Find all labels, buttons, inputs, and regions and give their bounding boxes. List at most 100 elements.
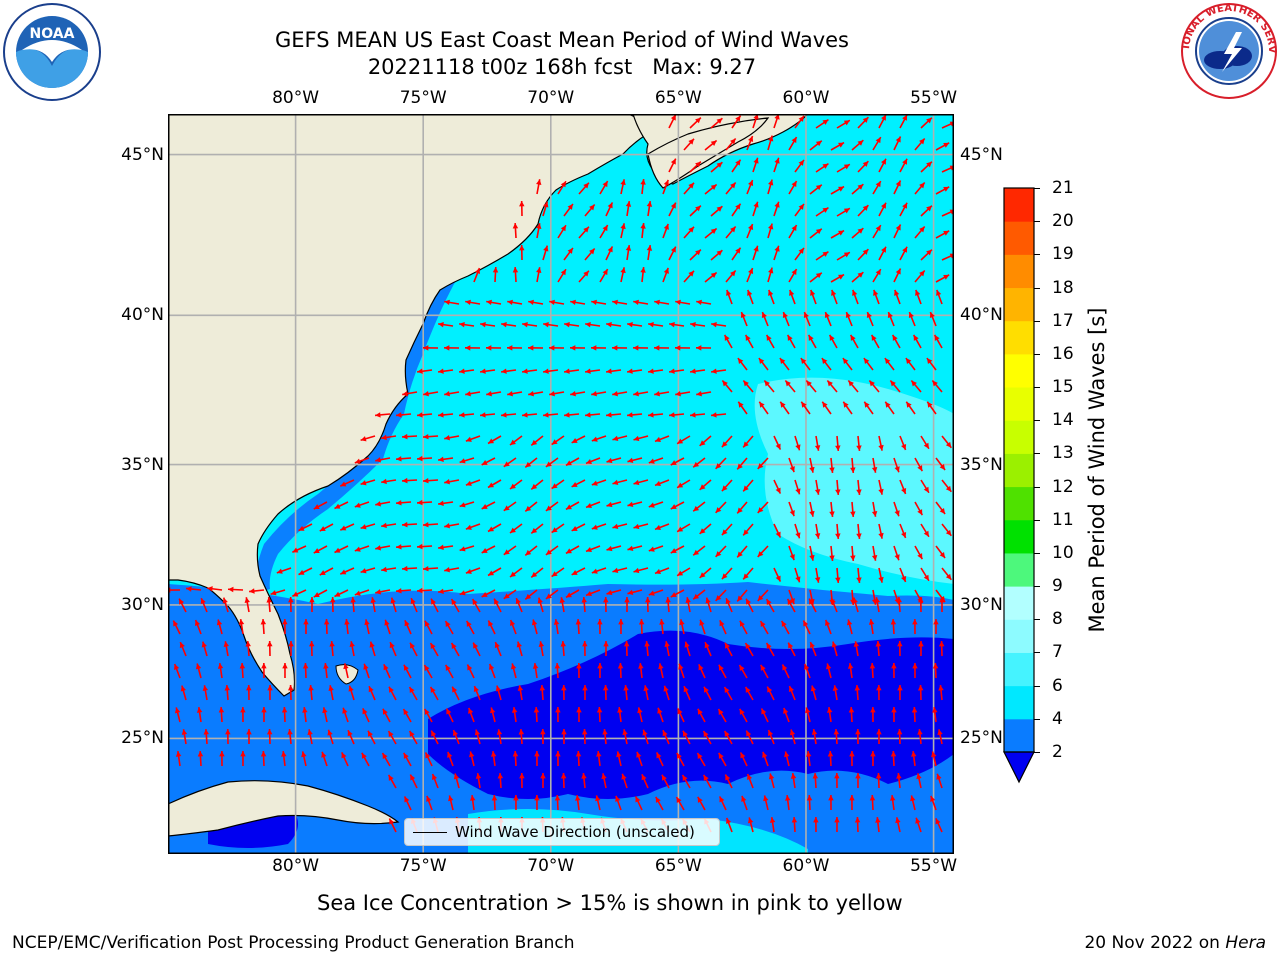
wave-direction-arrow: [503, 457, 517, 468]
wave-direction-arrow: [835, 523, 841, 540]
latitude-tick-label-left: 40°N: [121, 305, 164, 326]
wave-direction-arrow: [227, 586, 244, 593]
wave-direction-arrow: [465, 390, 481, 397]
colorbar-tick-mark: [1034, 685, 1040, 687]
wave-direction-arrow: [395, 412, 412, 418]
wave-direction-arrow: [767, 267, 774, 283]
wave-direction-arrow: [362, 708, 370, 723]
wave-direction-arrow: [219, 750, 225, 767]
wave-direction-arrow: [444, 390, 460, 397]
wave-direction-arrow: [914, 182, 926, 195]
wave-direction-arrow: [248, 588, 265, 594]
wave-direction-arrow: [868, 619, 875, 635]
wave-direction-arrow: [578, 182, 590, 195]
wave-direction-arrow: [871, 501, 878, 517]
wave-direction-arrow: [450, 642, 460, 657]
wave-direction-arrow: [207, 586, 223, 592]
longitude-tick-label: 60°W: [782, 856, 830, 876]
wave-direction-arrow: [897, 684, 903, 701]
wave-direction-arrow: [808, 598, 817, 613]
wave-direction-arrow: [309, 596, 315, 613]
wave-direction-arrow: [361, 752, 370, 767]
wave-direction-arrow: [938, 640, 945, 657]
wave-direction-arrow: [831, 641, 838, 657]
wave-direction-arrow: [804, 663, 811, 679]
wave-direction-arrow: [848, 706, 855, 723]
wave-direction-arrow: [899, 202, 908, 217]
wave-direction-arrow: [826, 379, 838, 393]
wave-direction-arrow: [893, 501, 900, 517]
wave-direction-arrow: [814, 523, 821, 539]
wave-direction-arrow: [914, 545, 923, 560]
wave-direction-arrow: [308, 684, 314, 701]
wave-direction-arrow: [172, 620, 181, 635]
wave-direction-arrow: [920, 117, 933, 129]
wave-direction-arrow: [739, 620, 748, 635]
wave-direction-arrow: [769, 817, 776, 833]
wave-direction-arrow: [465, 299, 481, 306]
wave-direction-arrow: [938, 684, 944, 701]
wave-direction-arrow: [606, 321, 622, 328]
wave-direction-arrow: [779, 401, 790, 415]
wave-direction-arrow: [893, 136, 902, 151]
longitude-tick-label: 70°W: [527, 856, 575, 876]
nws-logo: NATIONAL WEATHER SERVICE: [1176, 0, 1278, 100]
wave-direction-arrow: [368, 685, 376, 701]
wave-direction-arrow: [537, 597, 544, 613]
wave-direction-arrow: [591, 523, 607, 530]
wave-direction-arrow: [654, 523, 670, 531]
wave-direction-arrow: [480, 321, 496, 328]
wave-direction-arrow: [648, 368, 664, 374]
wave-direction-arrow: [422, 521, 439, 528]
wave-direction-arrow: [375, 589, 391, 595]
wave-direction-arrow: [723, 730, 733, 745]
wave-direction-arrow: [854, 816, 861, 833]
wave-direction-arrow: [747, 289, 754, 305]
wave-direction-arrow: [830, 229, 845, 239]
wave-direction-arrow: [266, 728, 273, 745]
wave-direction-arrow: [360, 523, 376, 530]
wave-direction-arrow: [543, 368, 559, 374]
wave-direction-arrow: [459, 368, 475, 374]
wave-direction-arrow: [627, 545, 643, 552]
wave-direction-arrow: [737, 401, 748, 415]
wave-direction-arrow: [699, 619, 706, 635]
wave-direction-arrow: [914, 270, 926, 283]
wave-direction-arrow: [870, 334, 880, 349]
wave-direction-arrow: [471, 598, 481, 613]
wave-direction-arrow: [742, 567, 754, 580]
wave-direction-arrow: [618, 618, 624, 635]
wave-direction-arrow: [863, 401, 874, 415]
wave-direction-arrow: [663, 685, 670, 701]
wave-direction-arrow: [512, 750, 519, 767]
wave-direction-arrow: [810, 685, 817, 701]
wave-direction-arrow: [539, 684, 545, 701]
wave-direction-arrow: [522, 368, 538, 374]
wave-direction-arrow: [896, 773, 902, 789]
wave-direction-arrow: [490, 751, 497, 767]
wave-direction-arrow: [321, 751, 328, 767]
wave-direction-arrow: [606, 368, 622, 374]
wave-direction-arrow: [565, 545, 580, 555]
wave-direction-arrow: [752, 201, 759, 217]
wave-direction-arrow: [437, 412, 454, 418]
wave-direction-arrow: [726, 289, 733, 305]
wave-direction-arrow: [438, 500, 454, 507]
wave-direction-arrow: [403, 796, 412, 811]
wave-direction-arrow: [627, 457, 643, 464]
wave-direction-arrow: [851, 227, 864, 239]
wave-direction-arrow: [814, 567, 821, 583]
wave-direction-arrow: [765, 642, 775, 657]
wave-direction-arrow: [517, 685, 524, 701]
wave-direction-arrow: [725, 597, 733, 613]
wave-direction-arrow: [704, 641, 712, 657]
wave-direction-arrow: [281, 706, 288, 723]
wave-direction-arrow: [758, 401, 769, 415]
wave-direction-arrow: [444, 479, 460, 485]
wave-direction-arrow: [809, 457, 815, 473]
wave-direction-arrow: [935, 274, 950, 283]
wave-direction-arrow: [390, 597, 397, 613]
wave-direction-arrow: [401, 477, 418, 484]
wave-direction-arrow: [516, 641, 523, 657]
wave-direction-arrow: [534, 794, 540, 811]
